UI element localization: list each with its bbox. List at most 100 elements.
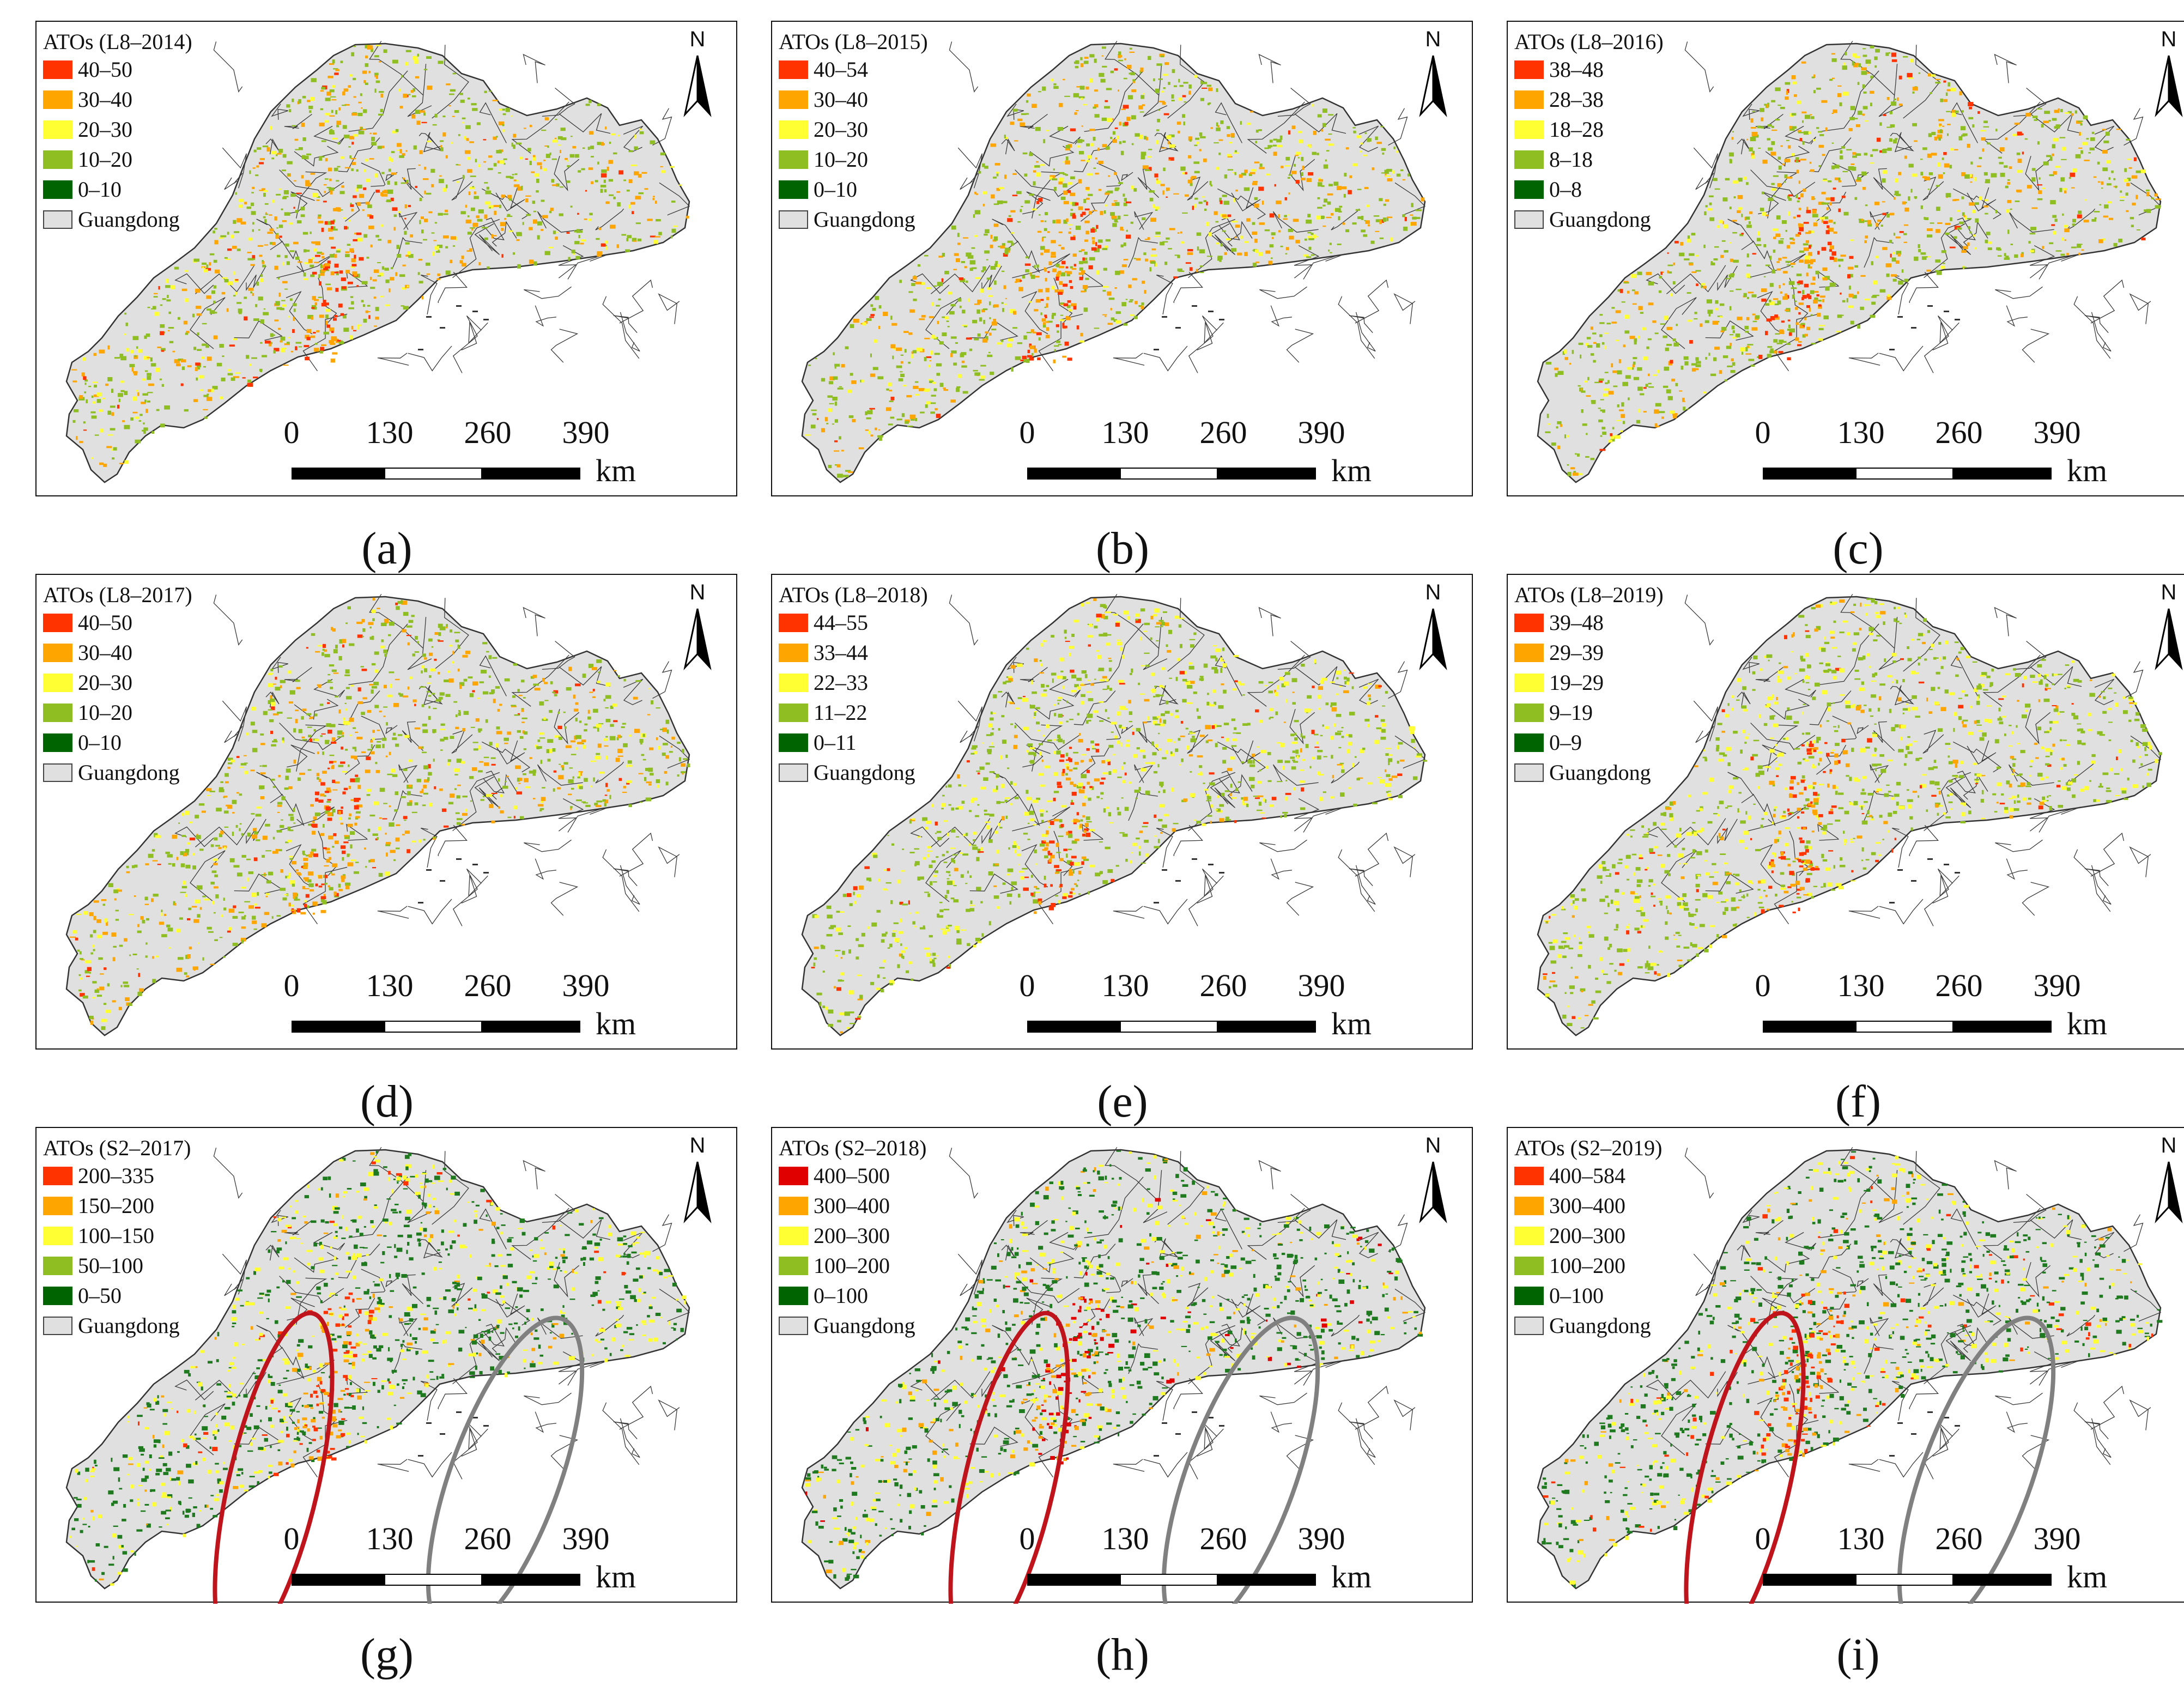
legend-swatch — [1514, 180, 1544, 199]
scale-segment — [384, 1574, 482, 1586]
legend-label: 8–18 — [1549, 147, 1593, 172]
county-boundaries — [174, 40, 690, 373]
legend-label: 10–20 — [78, 147, 132, 172]
scale-tick-label: 0 — [1019, 968, 1035, 1003]
legend-swatch — [43, 1226, 72, 1245]
legend-label: 39–48 — [1549, 610, 1604, 635]
island-mark — [456, 305, 462, 307]
island-mark — [1219, 872, 1224, 874]
legend-item: 9–19 — [1514, 698, 1664, 727]
scale-bar-icon: 0 130 260 390 km — [283, 967, 668, 1044]
legend-swatch — [43, 60, 72, 79]
legend-title: ATOs (L8–2019) — [1514, 583, 1664, 607]
map-legend: ATOs (S2–2018) 400–500 300–400 200–300 100–2… — [779, 1136, 927, 1341]
legend-label: 38–48 — [1549, 57, 1604, 82]
legend-label: 0–8 — [1549, 177, 1582, 202]
legend-swatch — [1514, 60, 1544, 79]
island-mark — [1192, 305, 1197, 307]
panel-caption: (g) — [360, 1629, 414, 1680]
north-arrow-icon: N — [678, 1133, 717, 1226]
legend-item: 28–38 — [1514, 84, 1664, 114]
legend-swatch — [1514, 613, 1544, 632]
island-mark — [1175, 1433, 1181, 1435]
legend-label: 40–50 — [78, 610, 132, 635]
legend-item: 10–20 — [43, 698, 192, 727]
scale-unit: km — [2067, 453, 2108, 488]
scale-unit: km — [596, 1006, 636, 1041]
legend-item: 200–300 — [1514, 1221, 1663, 1251]
scale-tick-label: 260 — [1935, 1521, 1983, 1556]
province-outline — [65, 1149, 690, 1590]
scale-tick-label: 0 — [283, 968, 300, 1003]
legend-title: ATOs (S2–2018) — [779, 1136, 927, 1160]
highlight-ellipse-red — [213, 1311, 335, 1604]
north-arrow-label: N — [2161, 580, 2177, 604]
island-mark — [1192, 858, 1197, 860]
scale-bar-icon: 0 130 260 390 km — [1020, 1520, 1403, 1597]
scale-tick-label: 390 — [2033, 415, 2081, 450]
scale-segment — [482, 468, 580, 480]
legend-label: 20–30 — [814, 117, 868, 142]
legend-swatch — [779, 1316, 808, 1335]
island-mark — [426, 869, 432, 871]
island-mark — [440, 880, 445, 882]
province-outline — [65, 596, 690, 1036]
legend-label: Guangdong — [1549, 1313, 1651, 1338]
island-mark — [1208, 311, 1214, 312]
island-mark — [456, 1411, 462, 1413]
island-mark — [1889, 1455, 1895, 1457]
scale-tick-label: 130 — [1837, 968, 1885, 1003]
legend-item: Guangdong — [779, 1311, 927, 1341]
island-mark — [1162, 869, 1167, 871]
legend-label: 150–200 — [78, 1193, 154, 1218]
legend-swatch — [1514, 120, 1544, 139]
legend-swatch — [43, 703, 72, 722]
scale-segment — [1218, 468, 1316, 480]
scale-tick-label: 390 — [562, 1521, 610, 1556]
scale-tick-label: 390 — [562, 415, 610, 450]
legend-item: Guangdong — [1514, 757, 1664, 787]
ato-speckle-layer — [69, 1150, 687, 1586]
scale-segment — [1120, 1021, 1218, 1033]
figure-panel: ATOs (L8–2018) 44–55 33–44 22–33 11–22 0–11 Gu… — [771, 574, 1474, 1127]
north-arrow-icon: N — [1414, 580, 1452, 673]
scale-bar-icon: 0 130 260 390 km — [284, 414, 668, 490]
legend-title: ATOs (S2–2019) — [1514, 1136, 1663, 1160]
panel-caption: (i) — [1836, 1629, 1880, 1680]
scale-segment — [1855, 1574, 1954, 1586]
legend-label: Guangdong — [814, 760, 915, 785]
north-arrow-icon: N — [678, 580, 717, 673]
legend-label: 50–100 — [78, 1253, 143, 1278]
province-outline — [1537, 43, 2162, 483]
ato-speckle-layer — [1545, 45, 2162, 476]
legend-label: 19–29 — [1549, 670, 1604, 695]
province-map — [801, 1147, 1426, 1604]
island-mark — [1955, 319, 1960, 320]
legend-title: ATOs (L8–2018) — [779, 583, 928, 607]
legend-swatch — [1514, 733, 1544, 752]
legend-swatch — [779, 1286, 808, 1305]
legend-label: 33–44 — [814, 640, 868, 665]
legend-label: Guangdong — [1549, 207, 1651, 232]
province-outline — [801, 596, 1426, 1036]
legend-label: Guangdong — [78, 760, 180, 785]
legend-item: 100–200 — [1514, 1251, 1663, 1281]
panel-caption: (h) — [1096, 1629, 1149, 1680]
legend-label: 100–150 — [78, 1223, 154, 1248]
legend-swatch — [43, 1196, 72, 1215]
island-mark — [1154, 1455, 1159, 1457]
legend-swatch — [779, 180, 808, 199]
legend-label: 18–28 — [1549, 117, 1604, 142]
legend-title: ATOs (L8–2017) — [43, 583, 192, 607]
island-mark — [418, 349, 423, 350]
legend-label: 0–10 — [78, 730, 122, 755]
island-mark — [1955, 1425, 1960, 1427]
legend-label: Guangdong — [1549, 760, 1651, 785]
scale-tick-label: 390 — [1297, 968, 1345, 1003]
legend-label: 30–40 — [814, 87, 868, 112]
north-arrow-icon: N — [1414, 27, 1452, 120]
ato-speckle-layer — [1542, 1151, 2163, 1587]
legend-label: 0–10 — [814, 177, 857, 202]
island-mark — [1889, 349, 1895, 350]
